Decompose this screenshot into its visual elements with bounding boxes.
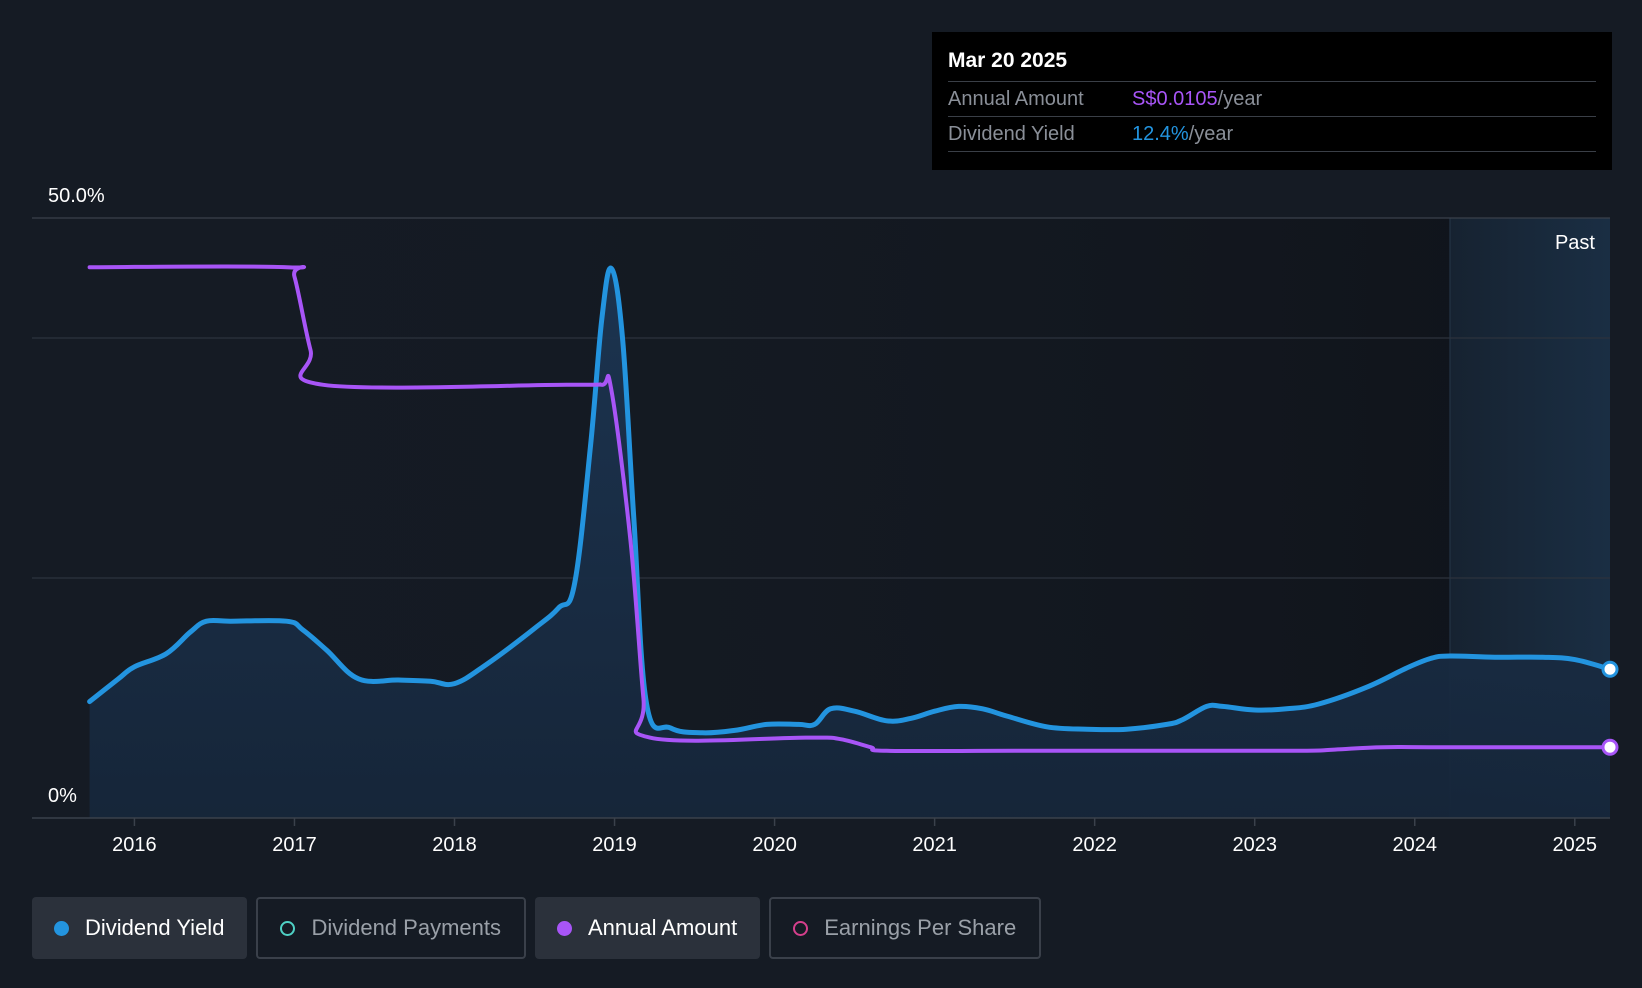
- dividend-chart: 50.0% 0% Past 2016 2017 2018 2019 2020 2021 20…: [32, 185, 1619, 856]
- tooltip-yield-label: Dividend Yield: [948, 123, 1075, 145]
- tooltip-annual-unit: /year: [1217, 88, 1263, 110]
- tooltip: Mar 20 2025 Annual Amount S$0.0105 /year…: [932, 32, 1612, 170]
- legend: Dividend Yield Dividend Payments Annual …: [32, 897, 1042, 959]
- earnings-per-share-circle-icon: [793, 920, 809, 936]
- y-axis-bottom-label: 0%: [48, 785, 77, 807]
- legend-dividend-payments-label: Dividend Payments: [311, 915, 501, 940]
- annual-amount-dot-icon: [556, 920, 572, 936]
- x-tick-label-2025: 2025: [1553, 834, 1598, 856]
- tooltip-annual-label: Annual Amount: [948, 88, 1084, 110]
- dividend-yield-end-marker: [1601, 660, 1619, 678]
- tooltip-annual-row: Annual Amount S$0.0105 /year: [948, 82, 1596, 117]
- x-tick-label-2021: 2021: [912, 834, 957, 856]
- x-tick-label-2024: 2024: [1393, 834, 1438, 856]
- dividend-yield-area: [89, 268, 1611, 818]
- tooltip-date: Mar 20 2025: [948, 46, 1596, 82]
- legend-earnings-per-share-label: Earnings Per Share: [824, 915, 1017, 940]
- tooltip-yield-row: Dividend Yield 12.4% /year: [948, 117, 1596, 152]
- legend-dividend-yield-label: Dividend Yield: [85, 915, 225, 940]
- legend-dividend-payments-button[interactable]: Dividend Payments: [256, 897, 526, 959]
- annual-amount-end-marker: [1601, 738, 1619, 756]
- x-tick-label-2018: 2018: [432, 834, 477, 856]
- tooltip-yield-value: 12.4%: [1132, 123, 1189, 145]
- tooltip-annual-value: S$0.0105: [1132, 88, 1218, 110]
- annual-amount-line: [87, 264, 1612, 754]
- x-tick-label-2017: 2017: [272, 834, 317, 856]
- legend-annual-amount-label: Annual Amount: [587, 915, 738, 940]
- legend-dividend-yield-button[interactable]: Dividend Yield: [32, 897, 248, 959]
- x-tick-label-2016: 2016: [112, 834, 157, 856]
- x-tick-label-2020: 2020: [752, 834, 797, 856]
- tooltip-yield-unit: /year: [1188, 123, 1234, 145]
- x-tick-label-2022: 2022: [1072, 834, 1117, 856]
- past-label: Past: [1555, 232, 1595, 254]
- x-tick-label-2023: 2023: [1232, 834, 1277, 856]
- legend-earnings-per-share-button[interactable]: Earnings Per Share: [769, 897, 1042, 959]
- legend-annual-amount-button[interactable]: Annual Amount: [534, 897, 761, 959]
- dividend-yield-dot-icon: [54, 920, 69, 936]
- y-axis-top-label: 50.0%: [48, 185, 105, 207]
- dividend-payments-circle-icon: [280, 920, 296, 936]
- x-tick-label-2019: 2019: [592, 834, 637, 856]
- dividend-yield-line: [87, 265, 1613, 736]
